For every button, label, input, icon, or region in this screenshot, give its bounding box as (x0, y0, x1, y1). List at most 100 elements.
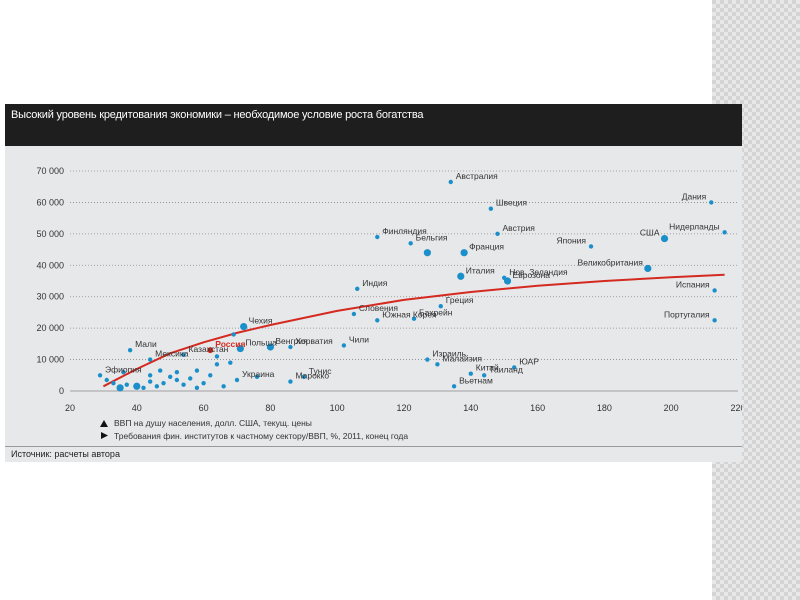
data-point (722, 230, 727, 235)
data-point (503, 277, 512, 285)
data-point (408, 241, 413, 246)
data-point (228, 360, 233, 365)
data-point (147, 379, 153, 384)
data-point (495, 231, 500, 237)
x-tick-label: 40 (132, 403, 142, 413)
data-point (351, 311, 357, 317)
point-label: Еврозона (513, 270, 551, 280)
data-point (201, 380, 206, 386)
data-point (468, 371, 473, 376)
y-tick-label: 40 000 (36, 260, 64, 270)
data-point (266, 343, 274, 351)
x-tick-label: 160 (530, 403, 545, 413)
point-label: Великобритания (578, 257, 644, 267)
data-point (481, 373, 487, 378)
data-point (104, 377, 109, 383)
data-point (301, 374, 306, 380)
data-point (141, 385, 146, 391)
data-point (660, 234, 669, 243)
point-label: Вьетнам (459, 375, 493, 385)
point-label: ЮАР (519, 356, 539, 366)
data-point (488, 206, 494, 211)
y-tick-label: 70 000 (36, 166, 64, 176)
data-point (208, 373, 213, 378)
y-tick-label: 60 000 (36, 197, 64, 207)
data-point (127, 347, 133, 353)
point-label: Израиль (432, 349, 466, 359)
chart-svg: 0 10 000 20 000 30 000 40 000 50 000 60 000 70 … (36, 166, 742, 441)
point-label: Чили (349, 334, 369, 344)
x-tick-label: 80 (265, 403, 275, 413)
point-label: Чехия (249, 316, 273, 326)
point-label: Польша (245, 338, 277, 348)
data-point (207, 347, 214, 354)
data-point (133, 382, 141, 390)
data-point (231, 332, 236, 337)
data-point (181, 382, 186, 387)
point-label: Швеция (496, 198, 528, 208)
y-tick-label: 50 000 (36, 229, 64, 239)
data-point (425, 357, 430, 362)
point-label: Таиланд (489, 364, 523, 374)
point-label: Португалия (664, 309, 710, 319)
data-point (460, 249, 468, 257)
data-point (709, 200, 714, 205)
point-label: Япония (557, 235, 587, 245)
data-point (588, 244, 594, 249)
x-tick-label: 60 (199, 403, 209, 413)
y-axis: 0 10 000 20 000 30 000 40 000 50 000 60 000 70 … (36, 166, 64, 396)
data-point (288, 344, 293, 350)
point-label: Индия (362, 278, 388, 288)
x-tick-label: 180 (597, 403, 612, 413)
data-point (712, 288, 717, 293)
data-point (147, 357, 153, 362)
data-point (214, 354, 220, 359)
point-label: Казахстан (189, 344, 229, 354)
point-label: Австралия (456, 171, 498, 181)
data-point (174, 369, 180, 375)
point-label: Китай (476, 363, 499, 373)
data-point (161, 380, 166, 386)
point-label: Нов. Зеландия (509, 267, 568, 277)
point-label: Украина (242, 369, 275, 379)
point-label: Эфиопия (105, 364, 142, 374)
data-point (147, 373, 153, 378)
chart-figure: Высокий уровень кредитования экономики –… (5, 104, 742, 462)
x-axis: 20 40 60 80 100 120 140 160 180 200 220 (65, 403, 742, 413)
data-point (214, 362, 220, 367)
data-point (194, 368, 200, 373)
point-label: Мексика (155, 349, 189, 359)
point-label: Австрия (503, 223, 536, 233)
data-point (221, 384, 226, 389)
data-point (121, 369, 126, 375)
data-point (448, 179, 453, 185)
data-point (254, 374, 260, 380)
chart-points (97, 179, 727, 392)
point-label: Дания (682, 191, 707, 201)
data-point (512, 365, 517, 370)
data-point (154, 384, 160, 389)
x-tick-label: 120 (396, 403, 411, 413)
point-label: Хорватия (295, 336, 333, 346)
point-label: Бахрейн (419, 308, 453, 318)
data-point (240, 322, 248, 331)
point-label: США (640, 228, 660, 238)
point-label: Венгрия (275, 336, 308, 346)
point-label: Словения (359, 303, 399, 313)
data-point (194, 385, 200, 391)
point-label: Франция (469, 242, 504, 252)
data-point (288, 379, 293, 384)
slide-decoration-strip (712, 0, 800, 600)
point-label: Мали (135, 339, 157, 349)
source-bar: Источник: расчеты автора (5, 446, 742, 463)
point-label: Малайзия (442, 353, 482, 363)
legend-right-triangle-icon (101, 432, 108, 439)
point-label: Россия (215, 339, 245, 349)
data-point (355, 286, 360, 292)
chart-title: Высокий уровень кредитования экономики –… (11, 109, 424, 121)
legend-up-triangle-icon (100, 420, 108, 427)
data-point (644, 264, 652, 273)
data-point (236, 344, 244, 353)
data-point (375, 318, 380, 323)
